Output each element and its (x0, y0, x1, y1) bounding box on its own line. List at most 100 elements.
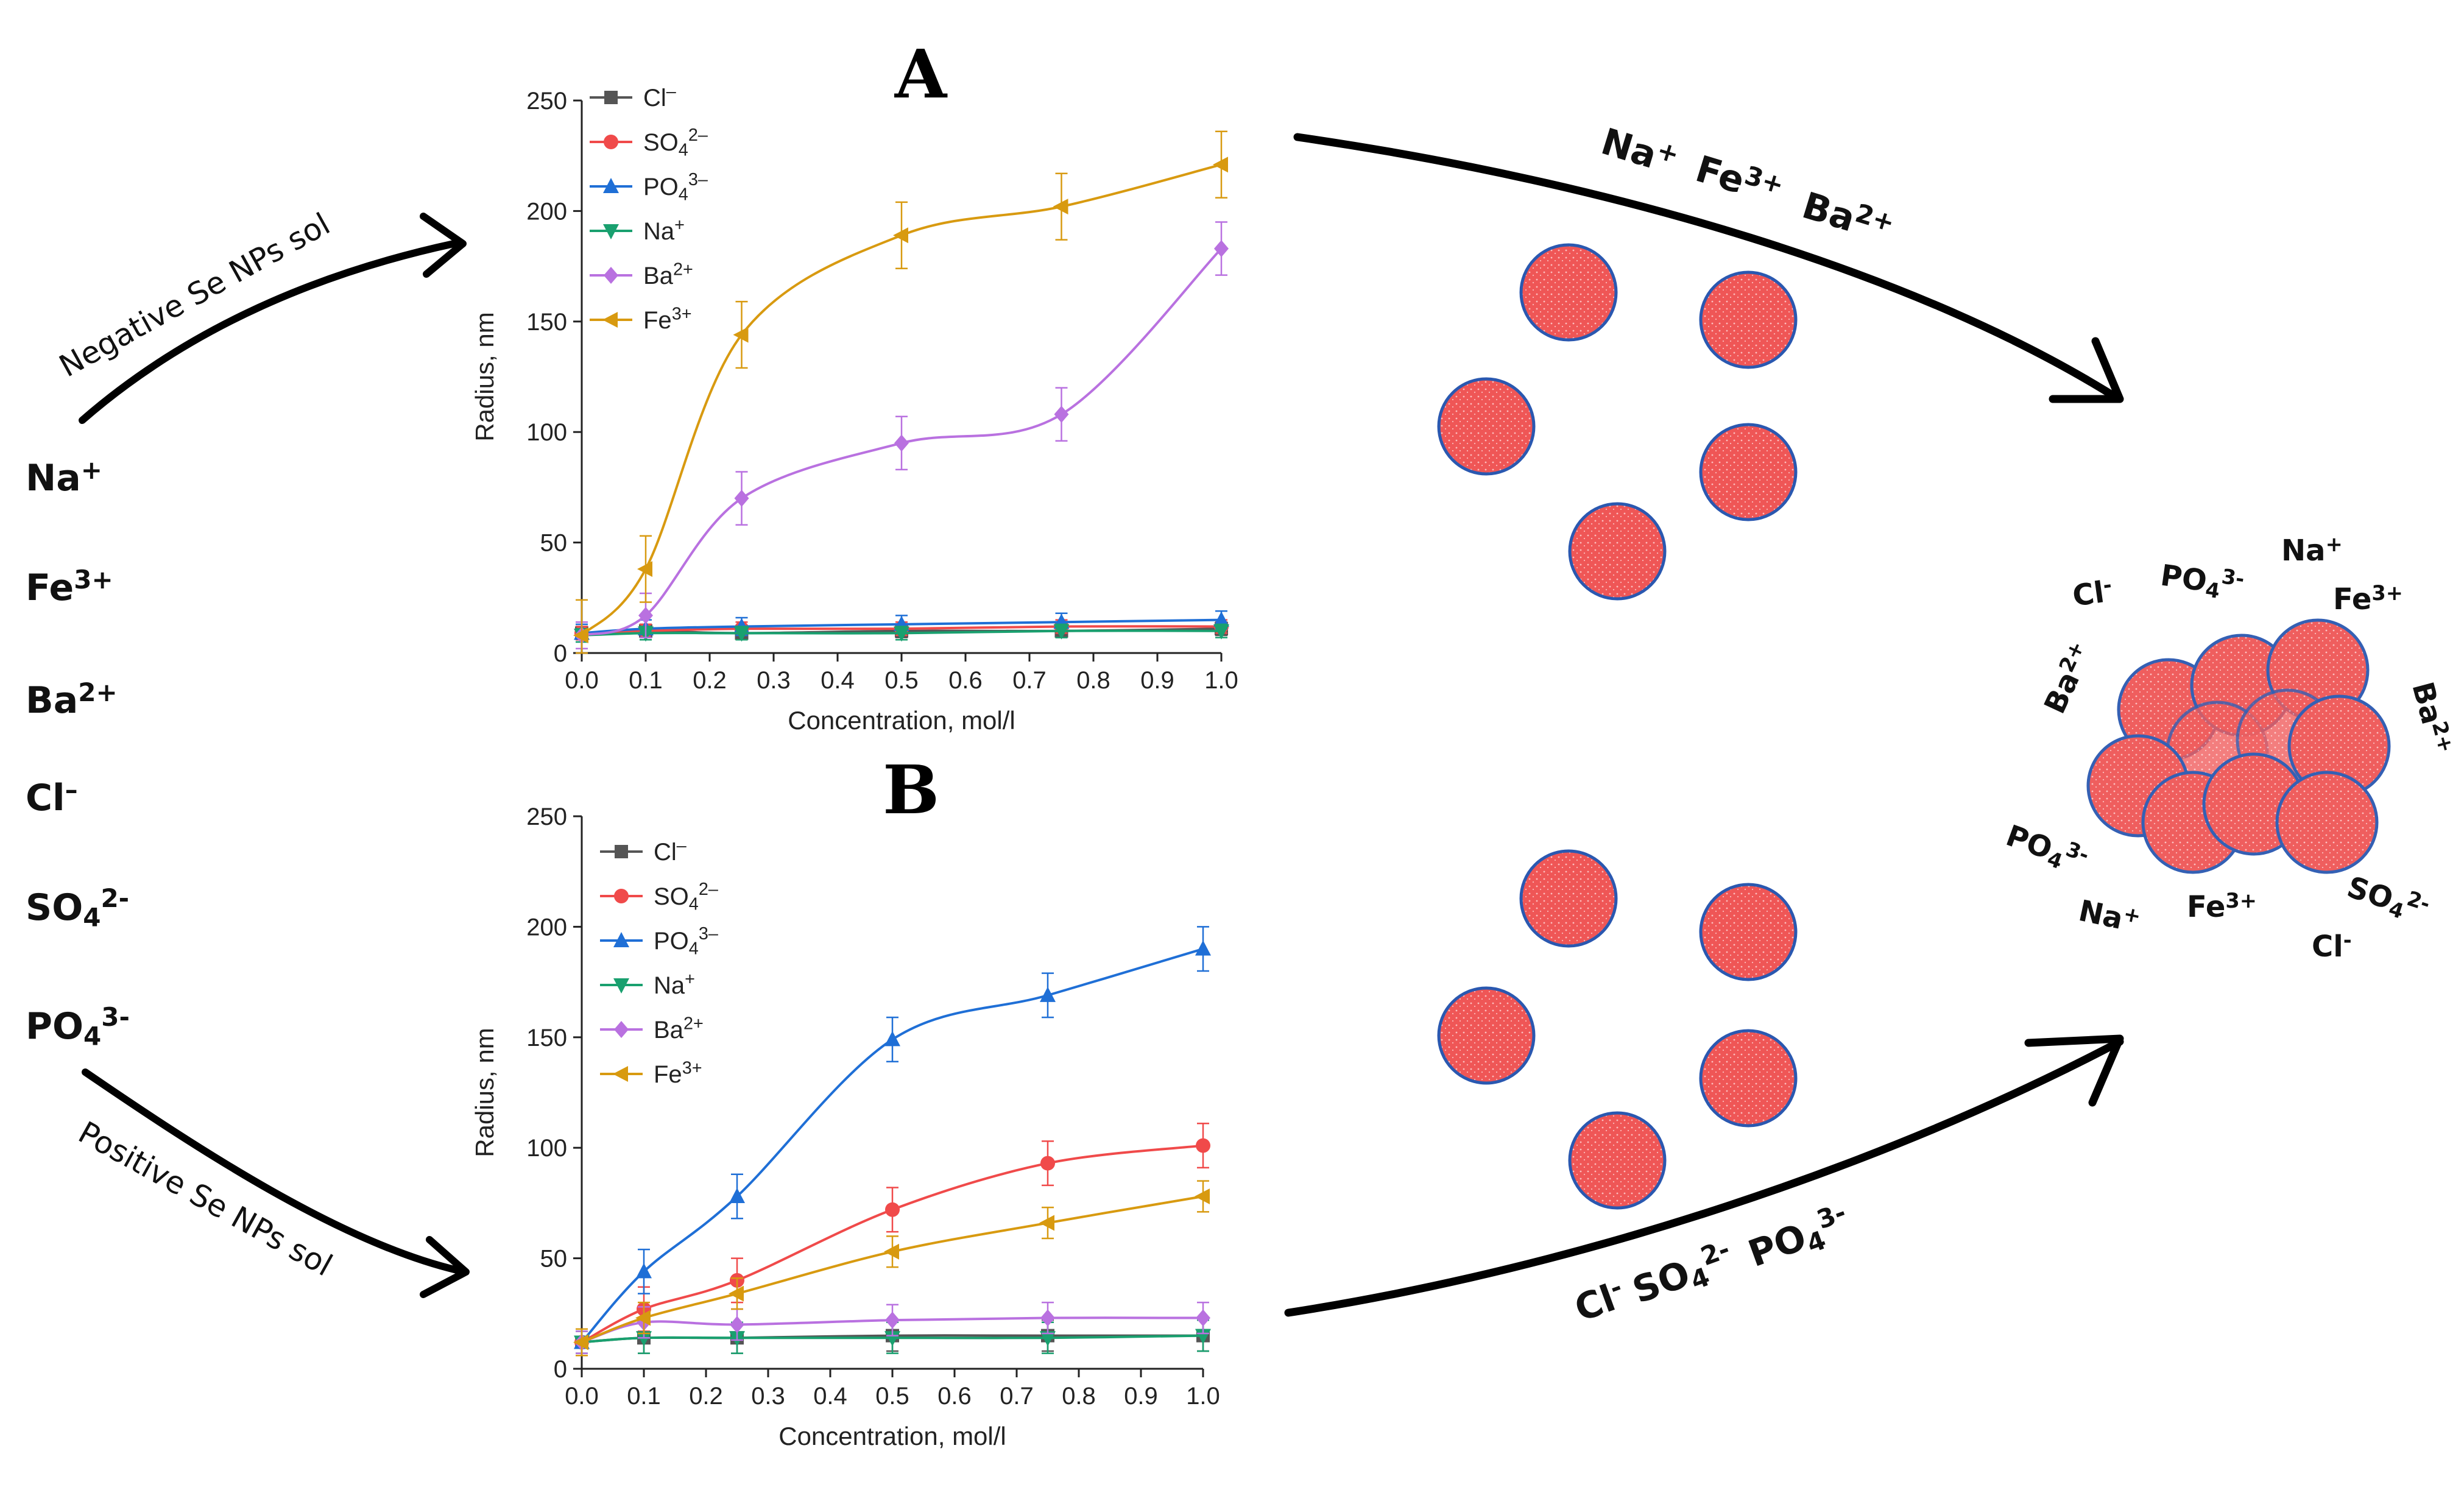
x-tick-label: 0.2 (689, 1383, 723, 1410)
legend-label: Fe3+ (654, 1059, 702, 1088)
y-tick-label: 0 (554, 1356, 567, 1383)
data-point (1040, 986, 1056, 1002)
legend-item-na: Na+ (590, 216, 685, 245)
data-point (636, 1263, 652, 1279)
top-ion-ba: Ba2+ (1798, 183, 1898, 252)
x-tick-label: 0.4 (813, 1383, 847, 1410)
top-ion-fe: Fe3+ (1691, 146, 1788, 214)
cluster-ion-labels: Cl- PO43- Na+ Fe3+ Ba2+ Ba2+ PO43- Na+ Fe3+ SO42-… (2000, 532, 2459, 964)
x-tick-label: 0.5 (875, 1383, 909, 1410)
legend-item-fe: Fe3+ (590, 305, 692, 334)
data-point (1040, 1331, 1056, 1347)
cluster-ion-so: SO42- (2342, 868, 2433, 931)
data-point (1053, 199, 1068, 215)
x-tick-label: 0.2 (693, 667, 727, 694)
y-tick-label: 250 (526, 803, 567, 830)
left-ion-list: Na+ Fe3+ Ba2+ Cl– SO42- PO43- (26, 455, 130, 1051)
top-ion-na: Na+ (1597, 119, 1683, 184)
x-tick-label: 0.7 (1012, 667, 1047, 694)
x-tick-label: 0.1 (627, 1383, 661, 1410)
x-tick-label: 0.6 (937, 1383, 972, 1410)
ion-label-fe: Fe3+ (26, 565, 113, 609)
x-tick-label: 0.3 (751, 1383, 785, 1410)
x-tick-label: 0.9 (1140, 667, 1174, 694)
data-point (1213, 624, 1229, 640)
top-arrow-ions: Na+ Fe3+Ba2+ (1597, 119, 1898, 252)
nanoparticle (1437, 377, 1536, 476)
x-axis-label: Concentration, mol/l (778, 1422, 1006, 1450)
legend-marker (614, 1021, 629, 1038)
positive-sol-label: Positive Se NPs sol (72, 1115, 338, 1283)
series-fe (573, 130, 1228, 654)
legend-label: Ba2+ (643, 260, 693, 289)
ion-label-ba: Ba2+ (26, 677, 118, 722)
series-ba (574, 221, 1229, 649)
x-tick-label: 1.0 (1204, 667, 1238, 694)
cluster-ion-fe: Fe3+ (2187, 889, 2257, 924)
legend-item-cl: Cl– (590, 82, 676, 111)
nanoparticle (1519, 243, 1618, 342)
ion-label-na: Na+ (26, 455, 102, 500)
nanoparticle (1437, 986, 1536, 1085)
legend-marker (604, 91, 618, 104)
cluster-ion-na: Na+ (2281, 532, 2343, 568)
legend-marker (613, 1066, 628, 1082)
y-tick-label: 50 (540, 1246, 568, 1273)
x-tick-label: 1.0 (1186, 1383, 1220, 1410)
ion-label-so: SO42- (26, 883, 129, 933)
data-point (1053, 624, 1070, 640)
y-tick-label: 50 (540, 530, 568, 557)
data-point (885, 1202, 900, 1217)
legend: Cl– SO42– PO43– Na+ Ba2+ Fe3+ (590, 82, 708, 334)
legend-marker (602, 312, 618, 328)
nanoparticle (1699, 1029, 1798, 1128)
data-point (733, 626, 750, 642)
legend-label: Cl– (654, 836, 687, 866)
ion-label-po: PO43- (26, 1002, 130, 1051)
y-tick-label: 100 (526, 1135, 567, 1162)
data-point (1040, 1309, 1055, 1327)
nanoparticle (1519, 849, 1618, 948)
y-tick-label: 100 (526, 419, 567, 446)
legend: Cl– SO42– PO43– Na+ Ba2+ Fe3+ (600, 836, 718, 1088)
series-fe (573, 1180, 1210, 1357)
top-aggregation-arrow (1293, 133, 2124, 403)
cluster-ion-po: PO43- (2000, 816, 2092, 881)
nanoparticle (2275, 771, 2379, 874)
legend-label: SO42– (654, 880, 718, 914)
y-tick-label: 200 (526, 198, 567, 225)
cluster-ion-na: Na+ (2076, 892, 2144, 940)
chart-panel-a: 0.0 0.1 0.2 0.3 0.4 0.5 0.6 0.7 0.8 0.9 1.0 0 50 100 1… (470, 35, 1238, 735)
data-point (1054, 406, 1069, 423)
chart-title: A (894, 35, 948, 113)
legend-marker (604, 135, 618, 149)
x-tick-label: 0.5 (884, 667, 919, 694)
positive-sol-arrow: Positive Se NPs sol (72, 1068, 470, 1298)
data-point (885, 1312, 900, 1329)
series-line (581, 247, 1223, 637)
legend-item-po4: PO43– (600, 924, 718, 959)
data-point (635, 1310, 651, 1326)
legend-label: PO43– (643, 170, 708, 204)
legend-item-ba: Ba2+ (600, 1014, 704, 1043)
y-tick-label: 150 (526, 1025, 567, 1051)
legend-label: PO43– (654, 924, 718, 958)
data-point (894, 434, 909, 452)
legend-label: Na+ (643, 216, 685, 245)
legend-marker (615, 845, 628, 858)
data-point (1195, 1188, 1210, 1205)
data-point (894, 626, 909, 642)
aggregated-cluster (2086, 618, 2391, 874)
cluster-ion-po: PO43- (2158, 556, 2246, 607)
dispersed-particles-bottom (1437, 849, 1798, 1210)
legend-marker (613, 932, 629, 947)
data-point (884, 1031, 900, 1047)
x-tick-label: 0.7 (1000, 1383, 1034, 1410)
dispersed-particles-top (1437, 243, 1798, 601)
nanoparticle (1699, 883, 1798, 981)
y-axis-label: Radius, nm (470, 312, 499, 441)
legend-item-ba: Ba2+ (590, 260, 693, 289)
bottom-ion-po: PO43- (1742, 1197, 1856, 1279)
y-tick-label: 250 (526, 88, 567, 115)
y-tick-label: 0 (554, 640, 567, 667)
